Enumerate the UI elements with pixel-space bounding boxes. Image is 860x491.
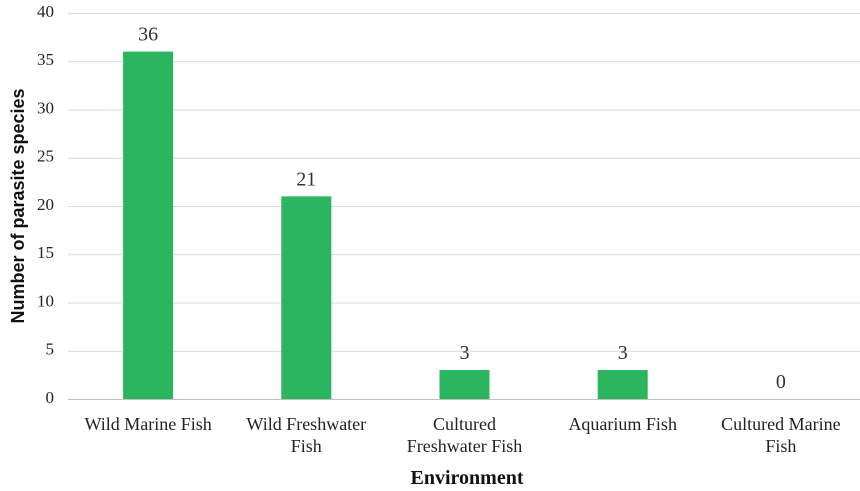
bar	[123, 51, 174, 399]
y-tick-label: 35	[37, 50, 54, 69]
bar	[597, 370, 648, 399]
data-label: 21	[296, 168, 316, 190]
x-tick-label: Wild Freshwater Fish	[246, 414, 366, 456]
y-tick-label: 25	[37, 147, 54, 166]
y-tick-label: 30	[37, 98, 54, 117]
data-label: 36	[138, 24, 158, 46]
y-axis-ticks: 0 5 10 15 20 25 30 35 40	[37, 2, 54, 407]
x-tick-label: Cultured Freshwater Fish	[407, 414, 523, 456]
y-tick-label: 20	[37, 195, 54, 214]
y-tick-label: 40	[37, 2, 54, 21]
x-axis-title: Environment	[411, 467, 524, 489]
x-tick-label: Aquarium Fish	[568, 414, 677, 434]
y-tick-label: 5	[46, 340, 55, 359]
x-tick-label: Wild Marine Fish	[84, 414, 211, 434]
y-axis-title: Number of parasite species	[8, 88, 28, 323]
gridlines	[68, 13, 860, 352]
data-label: 3	[460, 342, 470, 364]
x-axis-ticks: Wild Marine Fish Wild Freshwater Fish Cultu…	[84, 414, 840, 456]
y-tick-label: 15	[37, 243, 54, 262]
bars	[123, 51, 648, 399]
data-label: 0	[776, 371, 786, 393]
y-tick-label: 0	[46, 388, 55, 407]
data-label: 3	[618, 342, 628, 364]
bar	[281, 196, 332, 399]
x-tick-label: Cultured Marine Fish	[721, 414, 840, 456]
data-labels: 36 21 3 3 0	[138, 24, 786, 393]
bar	[439, 370, 490, 399]
y-tick-label: 10	[37, 291, 54, 310]
